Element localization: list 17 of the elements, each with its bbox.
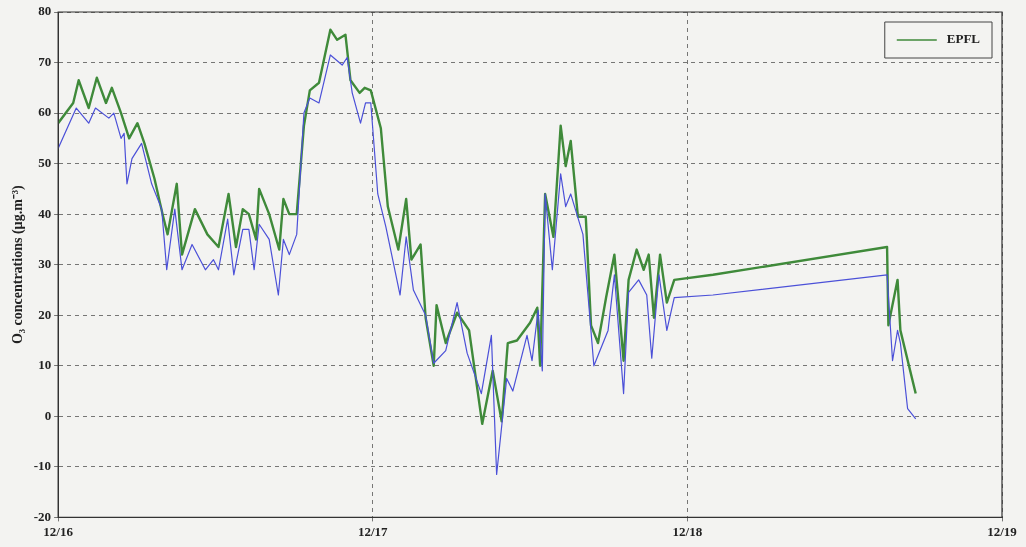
y-tick-label: -10 (33, 458, 52, 474)
y-tick-label: 80 (38, 3, 52, 19)
y-tick-label: 0 (44, 407, 52, 423)
legend-label: EPFL (946, 31, 981, 47)
y-tick-label: 60 (38, 104, 52, 120)
y-tick-label: 40 (38, 205, 52, 221)
x-tick-label: 12/18 (672, 523, 703, 539)
y-tick-label: 30 (38, 256, 52, 272)
y-tick-label: 10 (38, 357, 52, 373)
y-axis-title: O₃ concentrations (µg.m⁻³) (10, 185, 27, 345)
y-tick-label: -20 (33, 508, 52, 524)
x-tick-label: 12/16 (43, 523, 74, 539)
x-tick-label: 12/19 (987, 523, 1018, 539)
y-tick-label: 70 (38, 53, 52, 69)
y-tick-label: 20 (38, 306, 52, 322)
y-tick-label: 50 (38, 154, 52, 170)
x-tick-label: 12/17 (357, 523, 389, 539)
